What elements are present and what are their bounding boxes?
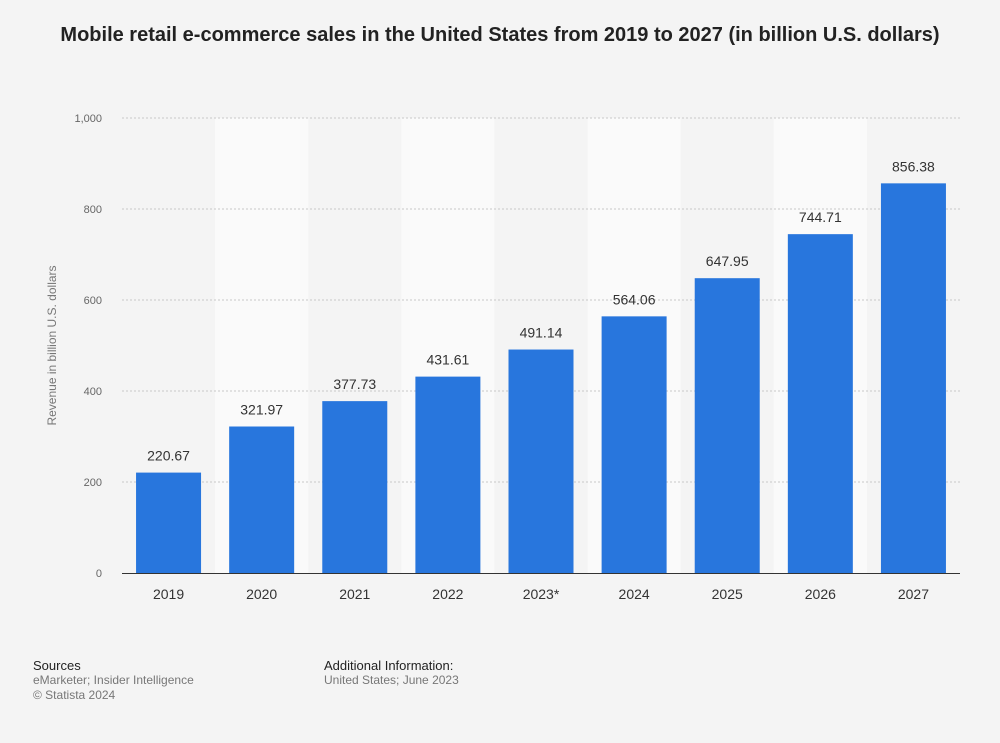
bar: [322, 401, 388, 573]
chart-title: Mobile retail e-commerce sales in the Un…: [60, 24, 940, 46]
y-tick-label: 0: [96, 568, 102, 580]
bar: [601, 316, 667, 573]
additional-info-label: Additional Information:: [324, 658, 454, 673]
x-tick-label: 2019: [153, 586, 184, 602]
y-tick-label: 800: [84, 204, 102, 216]
data-label: 377.73: [333, 376, 376, 392]
data-label: 647.95: [706, 253, 749, 269]
copyright-text[interactable]: © Statista 2024: [33, 688, 116, 702]
bar: [229, 426, 295, 573]
x-tick-label: 2021: [339, 586, 370, 602]
bar: [508, 349, 574, 573]
additional-info-block: Additional Information: United States; J…: [324, 658, 459, 688]
bar: [694, 278, 760, 573]
data-label: 491.14: [520, 325, 563, 341]
data-label: 321.97: [240, 402, 283, 418]
y-tick-label: 1,000: [74, 113, 102, 125]
x-tick-label: 2026: [805, 586, 836, 602]
bar-chart: 0 200 400 600 800 1,000 220.67 2019 321.97 2020 37…: [45, 113, 960, 602]
x-tick-label: 2022: [432, 586, 463, 602]
data-label: 744.71: [799, 209, 842, 225]
data-label: 564.06: [613, 291, 656, 307]
y-tick-label: 400: [84, 386, 102, 398]
bar: [880, 183, 946, 573]
bar: [136, 472, 202, 573]
x-tick-label: 2024: [619, 586, 650, 602]
sources-label: Sources: [33, 658, 81, 673]
bar: [415, 376, 481, 573]
data-label: 220.67: [147, 448, 190, 464]
additional-info-text: United States; June 2023: [324, 673, 459, 687]
data-label: 856.38: [892, 158, 935, 174]
y-tick-label: 600: [84, 295, 102, 307]
sources-text[interactable]: eMarketer; Insider Intelligence: [33, 673, 194, 687]
x-tick-label: 2025: [712, 586, 743, 602]
y-tick-label: 200: [84, 477, 102, 489]
x-tick-label: 2027: [898, 586, 929, 602]
data-label: 431.61: [426, 352, 469, 368]
x-tick-label: 2023*: [523, 586, 560, 602]
y-axis-label: Revenue in billion U.S. dollars: [45, 265, 59, 425]
x-tick-label: 2020: [246, 586, 277, 602]
sources-block: Sources eMarketer; Insider Intelligence …: [33, 658, 194, 703]
bar: [787, 234, 853, 573]
